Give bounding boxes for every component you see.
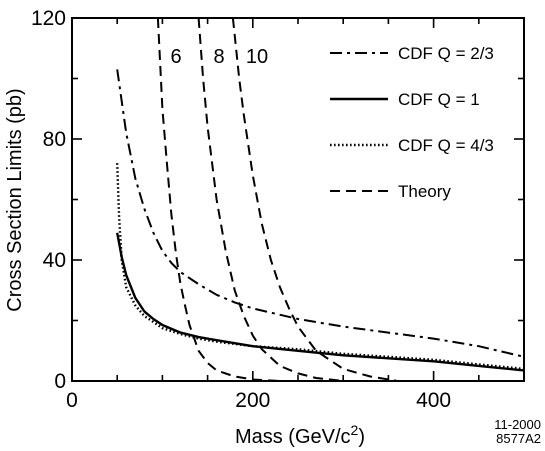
theory-curve-6 [156, 18, 280, 381]
y-tick-label: 0 [54, 370, 66, 393]
y-tick-label: 120 [31, 7, 66, 30]
stamp-code: 8577A2 [496, 431, 541, 446]
curve-cdf-q-2-3 [116, 69, 524, 358]
y-axis-title: Cross Section Limits (pb) [4, 88, 26, 311]
theory-curve-label: 8 [213, 46, 224, 68]
theory-curve-10 [231, 18, 398, 381]
x-tick-label: 0 [66, 389, 78, 412]
curve-cdf-q-4-3 [116, 163, 524, 371]
plot-frame [71, 17, 525, 382]
theory-curve-label: 10 [246, 46, 268, 68]
curve-cdf-q-1 [116, 232, 524, 372]
y-tick-label: 40 [43, 249, 66, 272]
legend-label: CDF Q = 4/3 [398, 136, 494, 155]
theory-curve-labels: 6 8 10 [170, 46, 268, 68]
x-axis-title-superscript: 2 [351, 422, 359, 438]
legend: CDF Q = 2/3 CDF Q = 1 CDF Q = 4/3 Theory [330, 44, 494, 201]
legend-label: CDF Q = 2/3 [398, 44, 494, 63]
theory-curve-label: 6 [170, 46, 181, 68]
x-tick-label: 400 [416, 389, 451, 412]
theory-curve-8 [197, 18, 344, 381]
curves [116, 18, 524, 381]
legend-label: Theory [398, 182, 451, 201]
axes: 0 200 400 0 40 80 120 [31, 7, 525, 412]
figure-stamp: 11-2000 8577A2 [494, 418, 541, 446]
x-axis-title: Mass (GeV/c2) [235, 422, 365, 448]
legend-label: CDF Q = 1 [398, 90, 480, 109]
x-tick-label: 200 [235, 389, 270, 412]
y-tick-label: 80 [43, 128, 66, 151]
stamp-date: 11-2000 [494, 417, 541, 432]
